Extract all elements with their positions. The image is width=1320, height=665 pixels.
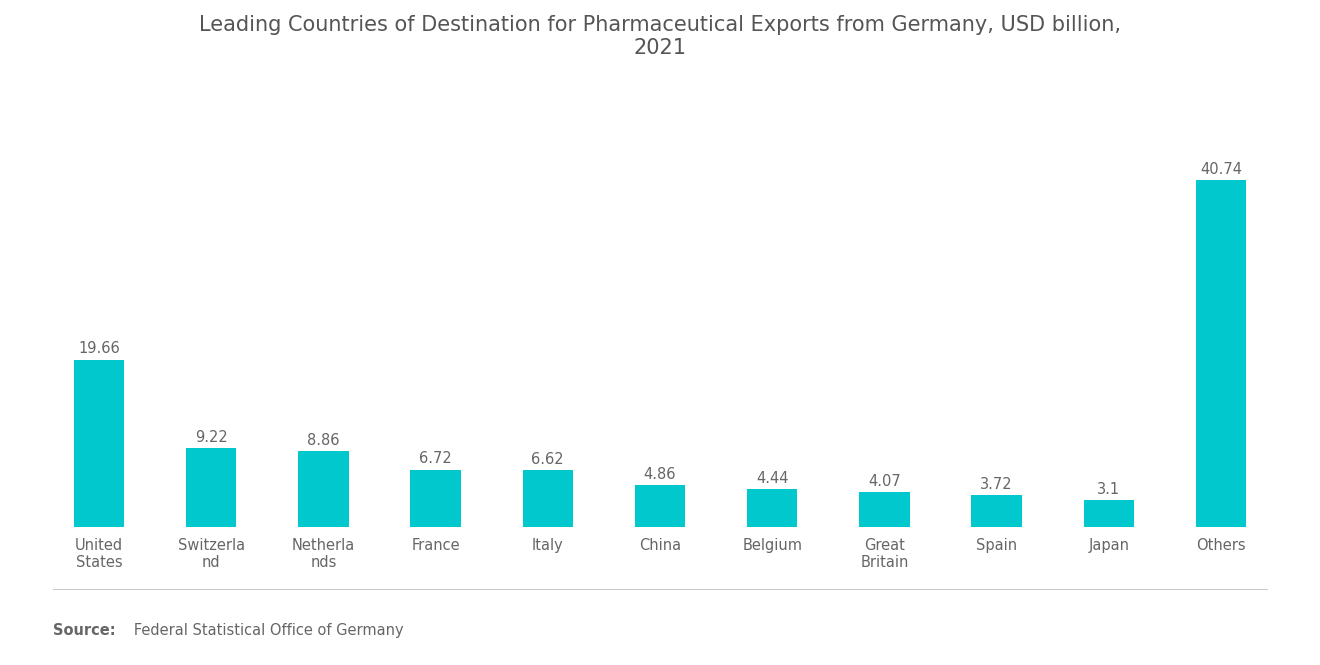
Bar	[523, 470, 573, 527]
Bar	[1084, 500, 1134, 527]
Bar	[859, 492, 909, 527]
Text: 6.72: 6.72	[420, 451, 451, 466]
Bar	[635, 485, 685, 527]
Text: 40.74: 40.74	[1200, 162, 1242, 177]
Text: Source:: Source:	[53, 623, 115, 638]
Text: 9.22: 9.22	[195, 430, 227, 445]
Text: 4.07: 4.07	[869, 473, 900, 489]
Text: 19.66: 19.66	[78, 341, 120, 356]
Bar	[747, 489, 797, 527]
Text: 3.72: 3.72	[981, 477, 1012, 491]
Bar	[298, 452, 348, 527]
Title: Leading Countries of Destination for Pharmaceutical Exports from Germany, USD bi: Leading Countries of Destination for Pha…	[199, 15, 1121, 59]
Bar	[74, 360, 124, 527]
Text: 4.44: 4.44	[756, 471, 788, 485]
Bar	[1196, 180, 1246, 527]
Bar	[186, 448, 236, 527]
Bar	[972, 495, 1022, 527]
Text: 4.86: 4.86	[644, 467, 676, 482]
Bar	[411, 469, 461, 527]
Text: Federal Statistical Office of Germany: Federal Statistical Office of Germany	[120, 623, 404, 638]
Text: 8.86: 8.86	[308, 433, 339, 448]
Text: 6.62: 6.62	[532, 452, 564, 467]
Text: 3.1: 3.1	[1097, 482, 1121, 497]
